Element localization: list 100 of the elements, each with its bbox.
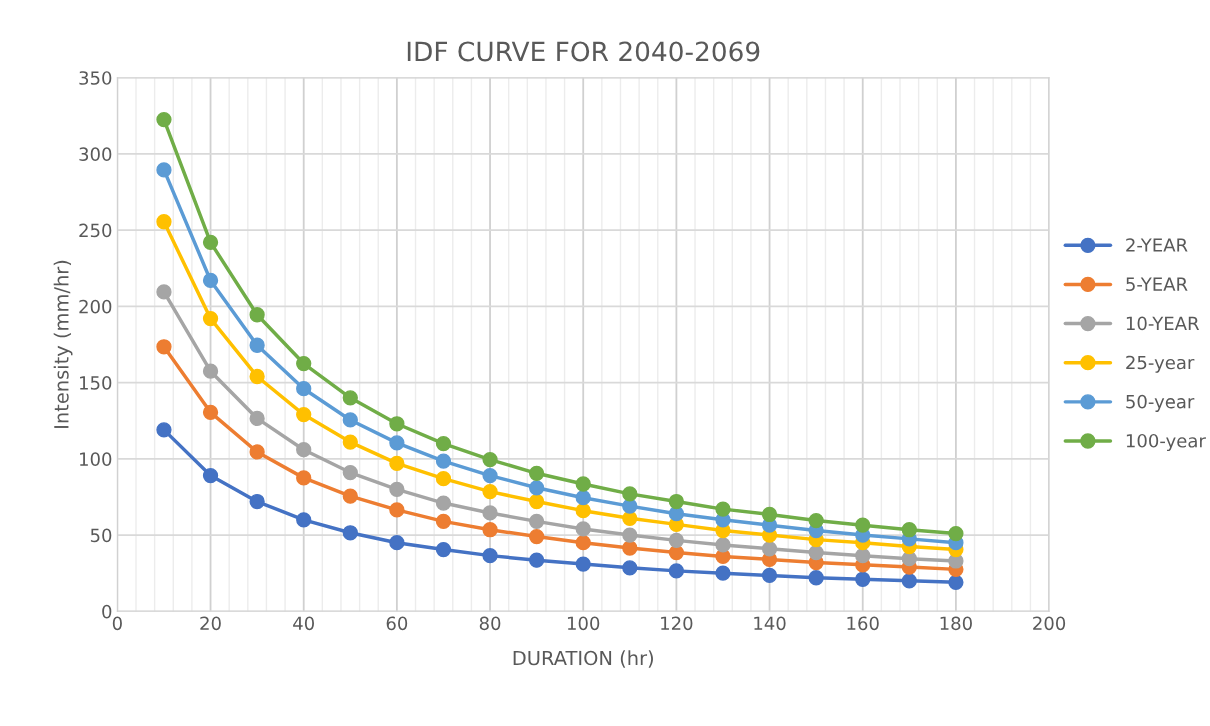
x-tick-label: 160 xyxy=(847,616,879,631)
y-tick-label: 150 xyxy=(80,376,112,390)
point xyxy=(389,502,405,518)
point xyxy=(761,567,778,584)
point xyxy=(808,544,824,561)
x-tick-label: 60 xyxy=(386,616,408,631)
point xyxy=(389,435,405,451)
point xyxy=(249,368,265,385)
point xyxy=(435,495,452,511)
point xyxy=(808,570,824,586)
y-tick-label: 200 xyxy=(79,299,112,314)
x-tick-label: 100 xyxy=(567,616,600,631)
point xyxy=(202,467,219,484)
x-tick-label: 20 xyxy=(200,616,221,631)
point xyxy=(668,493,685,510)
point xyxy=(575,556,591,572)
y-tick-label: 50 xyxy=(90,528,112,543)
point xyxy=(389,455,405,472)
point xyxy=(575,521,591,537)
point xyxy=(622,486,638,502)
x-tick-label: 140 xyxy=(754,616,786,631)
point xyxy=(156,162,172,178)
point xyxy=(528,465,545,481)
point xyxy=(622,527,638,543)
point xyxy=(342,464,358,481)
point xyxy=(296,470,312,486)
point xyxy=(202,272,219,289)
point xyxy=(855,548,871,564)
x-tick-label: 80 xyxy=(479,616,501,631)
point xyxy=(622,540,638,556)
x-tick-label: 180 xyxy=(940,616,972,631)
point xyxy=(435,453,452,469)
point xyxy=(389,535,405,551)
point xyxy=(482,483,498,500)
point xyxy=(575,535,591,551)
point xyxy=(855,571,871,587)
point xyxy=(622,560,638,576)
x-axis-title: DURATION (hr) xyxy=(513,650,653,668)
point xyxy=(202,404,219,420)
point xyxy=(575,490,591,506)
point xyxy=(715,501,731,517)
y-tick-label: 300 xyxy=(79,147,112,162)
legend-label: 100-year xyxy=(1126,433,1206,452)
point xyxy=(435,435,452,452)
point xyxy=(808,512,824,529)
point xyxy=(249,444,265,460)
x-tick-label: 0 xyxy=(112,616,122,631)
x-tick-label: 200 xyxy=(1033,616,1066,631)
point xyxy=(342,390,358,406)
point xyxy=(715,537,731,553)
point xyxy=(855,517,871,533)
point xyxy=(156,339,172,355)
point xyxy=(249,410,265,427)
x-tick-label: 40 xyxy=(293,616,314,631)
point xyxy=(435,471,452,487)
legend-label: 25-year xyxy=(1126,355,1195,373)
point xyxy=(296,406,312,423)
point xyxy=(948,525,964,542)
point xyxy=(202,310,219,327)
y-tick-label: 250 xyxy=(79,223,112,238)
point xyxy=(249,307,265,323)
point xyxy=(482,451,498,468)
point xyxy=(296,512,312,528)
y-tick-label: 100 xyxy=(80,452,112,466)
point xyxy=(156,111,172,128)
point xyxy=(528,480,545,496)
point xyxy=(715,565,731,581)
point xyxy=(435,541,452,558)
point xyxy=(482,548,498,564)
point xyxy=(296,381,312,397)
legend-label: 2-YEAR xyxy=(1126,238,1188,252)
point xyxy=(156,422,172,438)
chart-title: IDF CURVE FOR 2040-2069 xyxy=(407,41,760,62)
point xyxy=(249,493,265,510)
point xyxy=(202,363,219,379)
point xyxy=(156,284,172,300)
point xyxy=(156,214,172,230)
x-tick-label: 120 xyxy=(661,616,693,631)
point xyxy=(761,506,778,523)
point xyxy=(528,493,545,510)
point xyxy=(342,525,358,541)
point xyxy=(296,442,312,458)
point xyxy=(482,467,498,484)
point xyxy=(435,513,452,529)
point xyxy=(342,412,358,428)
point xyxy=(202,234,219,250)
point xyxy=(528,513,545,529)
point xyxy=(342,488,358,504)
point xyxy=(482,522,498,538)
point xyxy=(528,552,545,568)
point xyxy=(482,505,498,521)
legend-label: 10-YEAR xyxy=(1126,316,1200,331)
point xyxy=(668,532,685,549)
legend-label: 5-YEAR xyxy=(1126,277,1188,292)
point xyxy=(901,573,917,589)
point xyxy=(389,481,405,497)
point xyxy=(948,574,964,590)
point xyxy=(761,541,778,557)
point xyxy=(249,337,265,353)
y-tick-label: 350 xyxy=(79,71,112,85)
